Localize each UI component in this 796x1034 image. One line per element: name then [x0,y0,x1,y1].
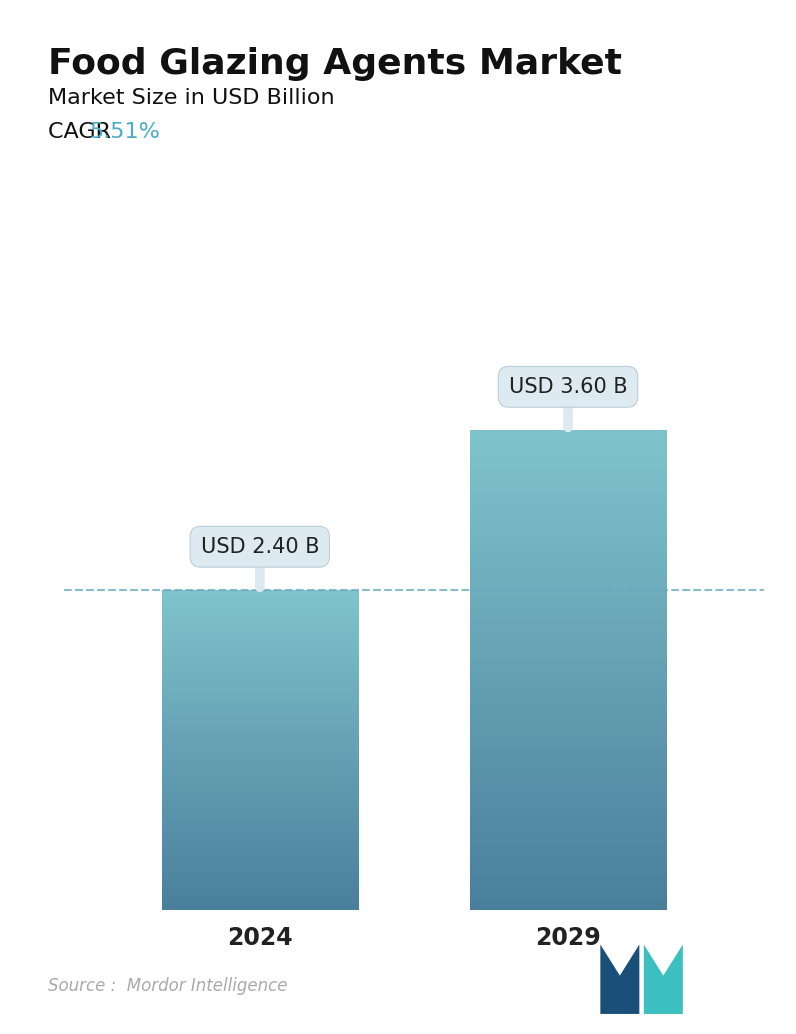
Text: USD 2.40 B: USD 2.40 B [201,537,319,587]
Polygon shape [600,944,639,1014]
Text: Food Glazing Agents Market: Food Glazing Agents Market [48,47,622,81]
Text: Source :  Mordor Intelligence: Source : Mordor Intelligence [48,977,287,995]
Text: CAGR: CAGR [48,122,118,142]
Polygon shape [644,944,683,1014]
Text: 5.51%: 5.51% [89,122,160,142]
Text: 2029: 2029 [535,925,601,950]
Text: 2024: 2024 [227,925,293,950]
Text: USD 3.60 B: USD 3.60 B [509,376,627,427]
Text: Market Size in USD Billion: Market Size in USD Billion [48,88,334,108]
